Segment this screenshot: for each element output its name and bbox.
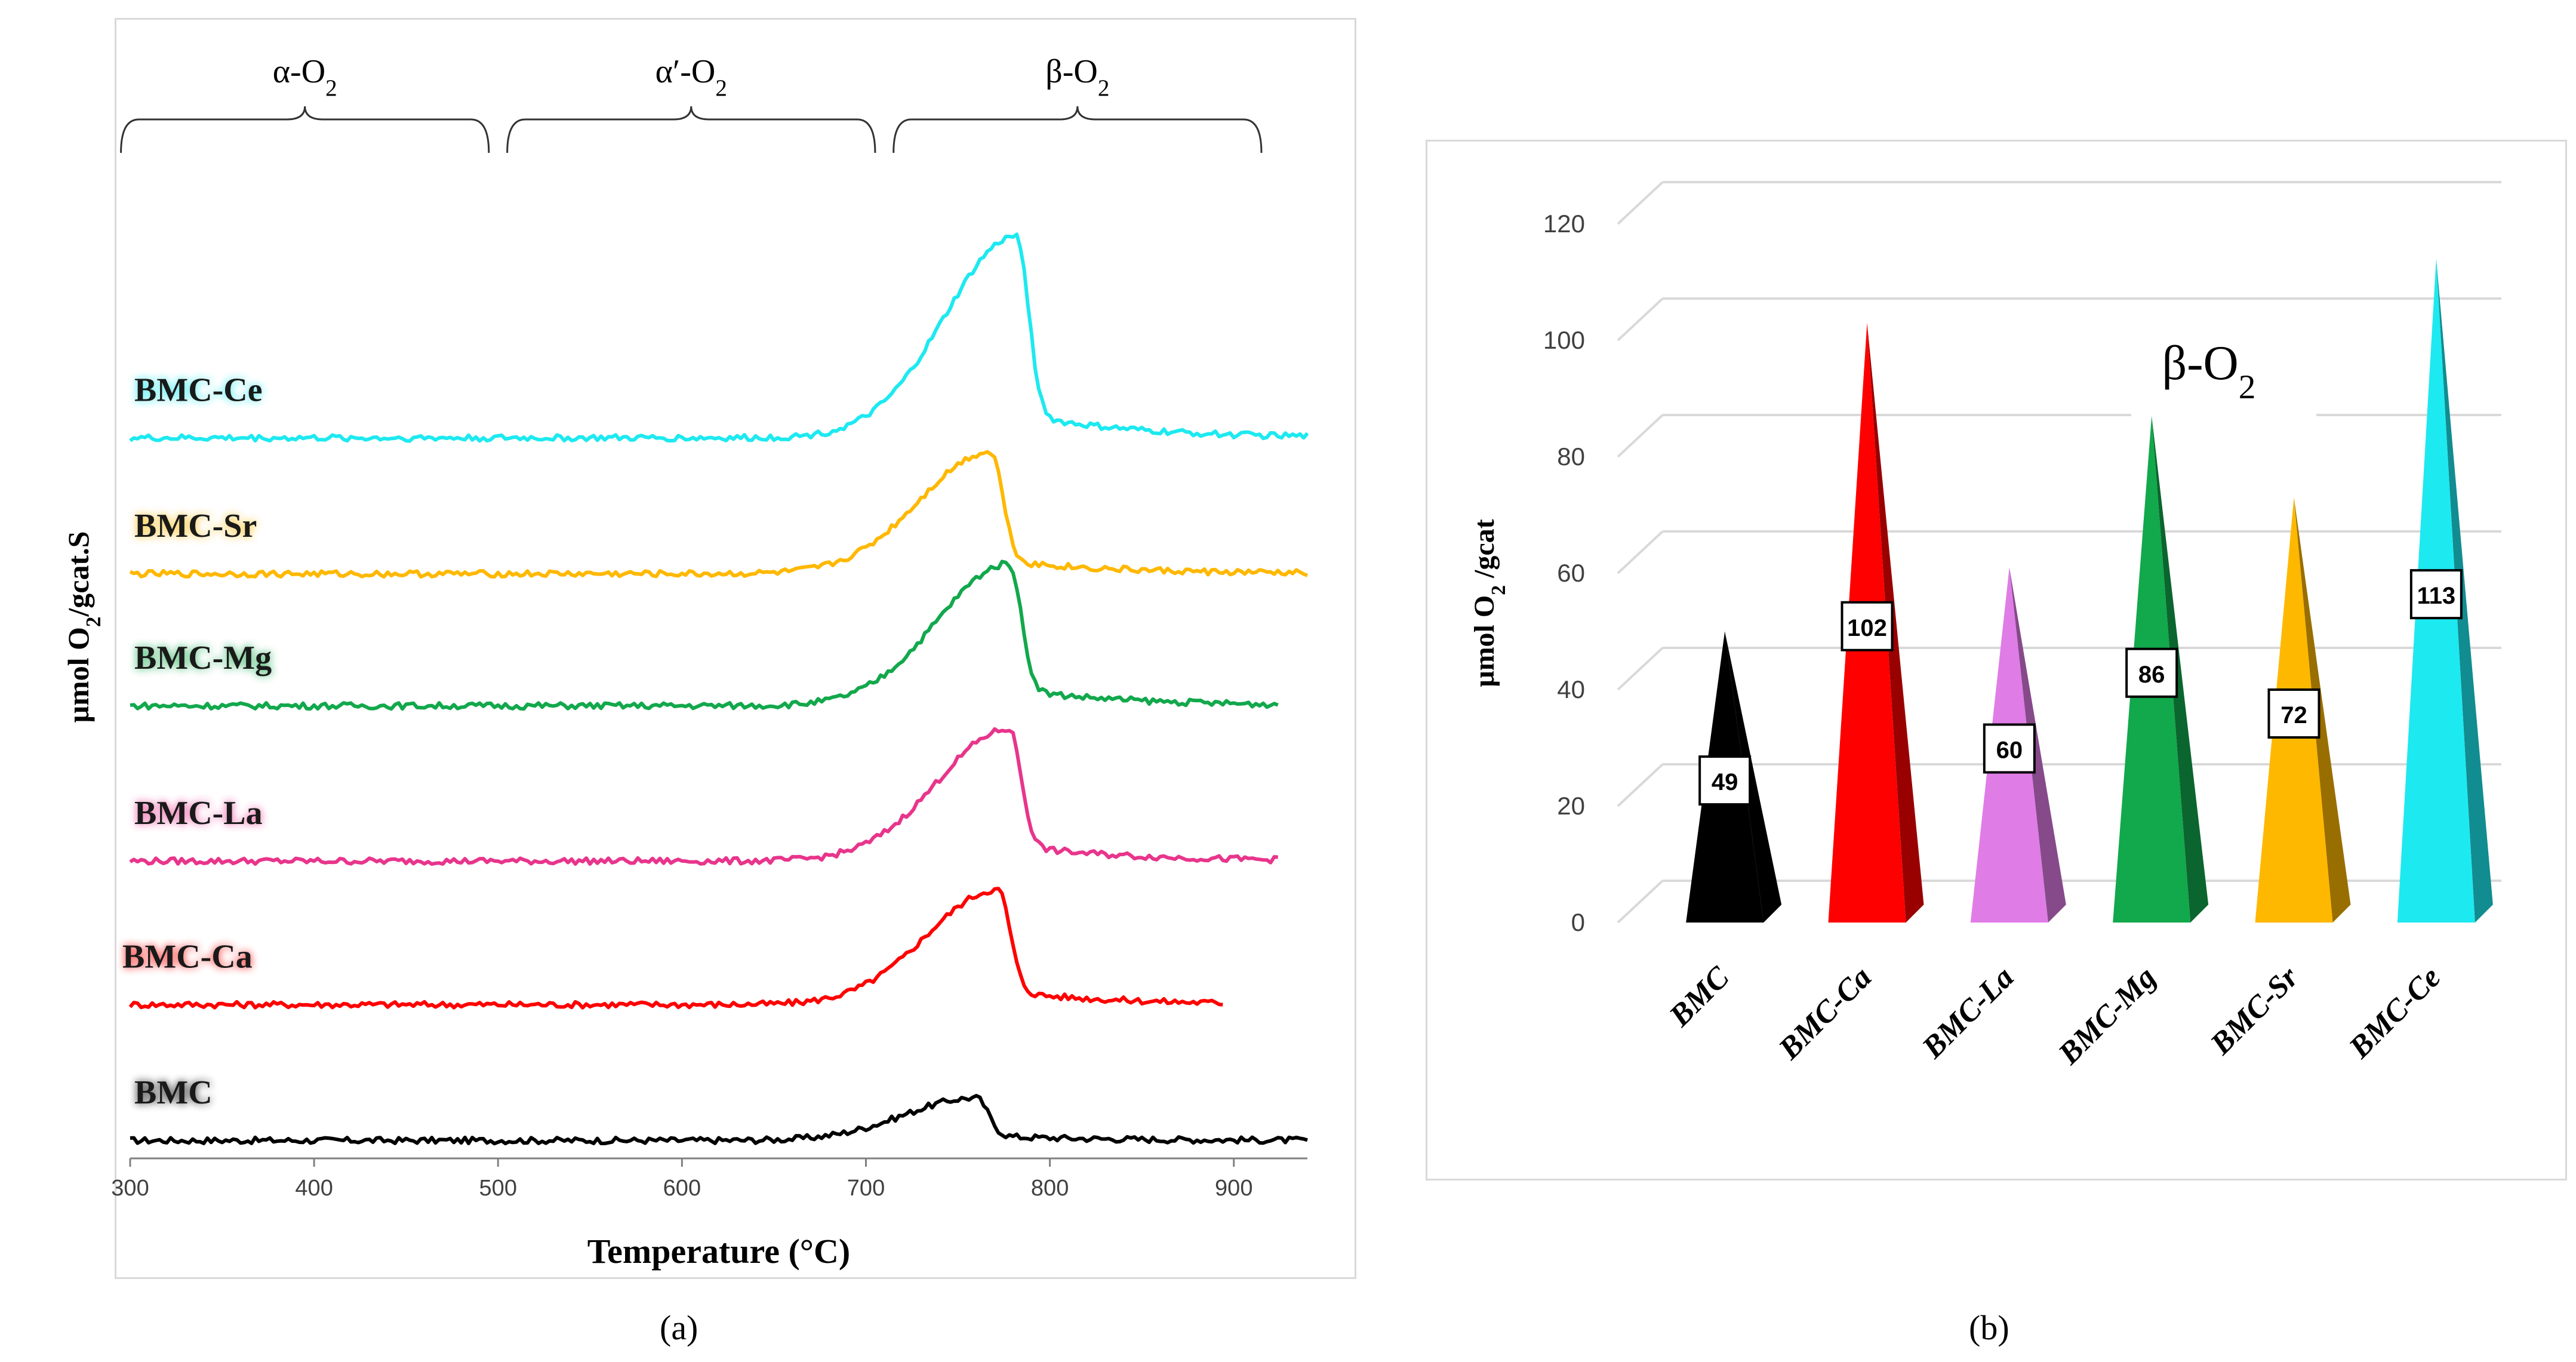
gridline-diagonal (1617, 763, 1664, 807)
series-line-bmc (130, 1094, 1308, 1146)
bar-side-bmc-la (2009, 567, 2066, 923)
gridline-diagonal (1617, 647, 1664, 691)
caption-a: (a) (660, 1308, 698, 1347)
category-label: BMC-La (1915, 960, 2020, 1065)
y-tick-label: 20 (1557, 792, 1585, 820)
data-label-box (1841, 601, 1894, 651)
bar-side-bmc (1725, 631, 1782, 923)
x-tick-label: 400 (295, 1176, 333, 1201)
title-background (2131, 308, 2316, 421)
data-label-box (2409, 569, 2463, 620)
chart-a: 300 400 500 600 700 800 900 Temperature (°C) μmo… (61, 53, 1309, 1271)
y-tick-label: 60 (1557, 559, 1585, 587)
x-tick-label: 900 (1215, 1176, 1252, 1201)
region-label: α′-O2 (655, 53, 727, 101)
x-axis-label: Temperature (°C) (587, 1232, 850, 1271)
caption-b: (b) (1969, 1308, 2009, 1347)
gridline-diagonal (1617, 880, 1664, 924)
series-line-bmc-mg (130, 559, 1279, 711)
series-line-bmc-sr (129, 450, 1309, 579)
bar-side-bmc-sr (2294, 497, 2351, 923)
y-axis-label: μmol O2/gcat.S (61, 531, 105, 723)
category-label: BMC-Sr (2203, 960, 2305, 1062)
region-bracket (120, 106, 490, 153)
bar-side-bmc-ce (2436, 259, 2493, 923)
region-bracket (892, 106, 1263, 153)
category-label: BMC-Ca (1772, 960, 1878, 1066)
region-bracket (506, 106, 876, 153)
y-tick-label: 0 (1571, 908, 1585, 936)
series-label-bmc-sr: BMC-Sr (134, 508, 257, 545)
data-label: 102 (1847, 615, 1887, 641)
data-label: 113 (2417, 583, 2456, 609)
region-label: α-O2 (273, 53, 337, 101)
data-label: 49 (1712, 769, 1738, 795)
y-tick-label: 40 (1557, 675, 1585, 703)
series-line-bmc-ce (129, 232, 1309, 443)
y-tick-label: 120 (1543, 210, 1585, 238)
x-tick-label: 300 (111, 1176, 149, 1201)
gridline-diagonal (1617, 297, 1664, 342)
series-label-glow: BMC-Sr (134, 508, 257, 545)
data-label-box (1698, 755, 1752, 806)
series-label-bmc: BMC (134, 1074, 213, 1111)
series-label-glow: BMC-Mg (134, 640, 272, 677)
panel-a-tpd-chart (115, 18, 1356, 1279)
series-line-bmc-ca (128, 887, 1223, 1010)
series-label-glow: BMC-La (134, 795, 263, 832)
data-label-box (1983, 723, 2036, 774)
series-label-glow: BMC-Ca (122, 939, 253, 976)
y-axis-label: μmol O2 /gcat (1469, 519, 1510, 687)
bar-side-bmc-mg (2152, 416, 2209, 923)
category-label: BMC-Mg (2052, 960, 2163, 1071)
x-tick-label: 500 (479, 1176, 517, 1201)
series-label-bmc-ce: BMC-Ce (134, 372, 263, 409)
panel-b-bar-chart (1426, 140, 2567, 1180)
data-label: 72 (2280, 702, 2307, 728)
y-tick-label: 80 (1557, 442, 1585, 471)
data-label-box (2267, 688, 2320, 739)
category-label: BMC-Ce (2342, 960, 2447, 1065)
x-tick-label: 700 (847, 1176, 885, 1201)
x-tick-label: 600 (663, 1176, 701, 1201)
data-label: 86 (2138, 662, 2165, 688)
series-label-glow: BMC-Ce (134, 372, 263, 409)
series-label-glow: BMC (134, 1074, 213, 1111)
gridline-diagonal (1617, 530, 1664, 574)
series-line-bmc-la (129, 727, 1278, 866)
gridline-diagonal (1617, 414, 1664, 458)
series-label-bmc-ca: BMC-Ca (122, 939, 253, 976)
category-label: BMC (1663, 960, 1737, 1034)
gridline-diagonal (1617, 181, 1664, 225)
y-tick-label: 100 (1543, 326, 1585, 354)
x-tick-label: 800 (1031, 1176, 1069, 1201)
series-label-bmc-mg: BMC-Mg (134, 640, 272, 677)
data-label-box (2125, 647, 2178, 698)
series-label-bmc-la: BMC-La (134, 795, 263, 832)
bar-side-bmc-ca (1867, 322, 1924, 923)
data-label: 60 (1996, 737, 2023, 764)
region-label: β-O2 (1045, 53, 1109, 101)
